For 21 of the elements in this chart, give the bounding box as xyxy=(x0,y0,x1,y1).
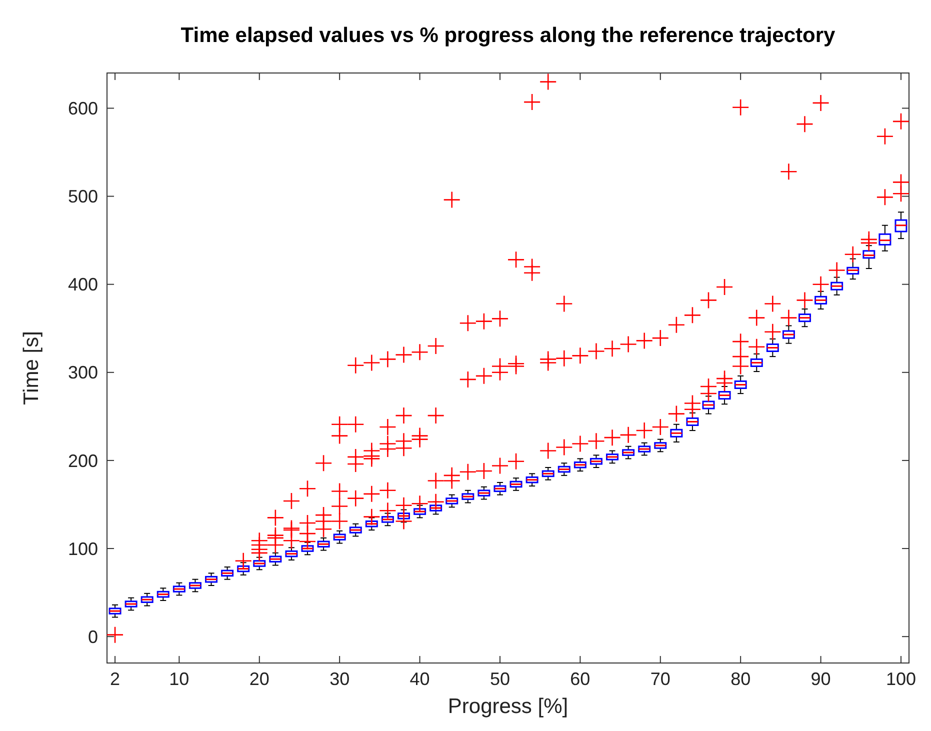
y-tick-label: 300 xyxy=(68,362,98,383)
x-axis-title: Progress [%] xyxy=(448,695,568,718)
x-tick-label: 20 xyxy=(249,669,270,689)
x-tick-label: 30 xyxy=(330,669,350,689)
x-tick-label: 60 xyxy=(570,669,590,689)
y-tick-label: 500 xyxy=(68,186,98,207)
x-tick-label: 10 xyxy=(169,669,190,689)
y-tick-label: 100 xyxy=(68,538,98,559)
x-tick-label: 100 xyxy=(886,669,916,689)
x-tick-label: 70 xyxy=(650,669,670,689)
y-tick-label: 0 xyxy=(88,626,98,647)
y-tick-label: 200 xyxy=(68,450,98,471)
x-tick-label: 50 xyxy=(490,669,510,689)
x-tick-label: 80 xyxy=(730,669,751,689)
x-tick-label: 2 xyxy=(110,669,120,689)
y-tick-label: 400 xyxy=(68,274,98,295)
x-tick-label: 90 xyxy=(810,669,831,689)
chart-title: Time elapsed values vs % progress along the reference trajectory xyxy=(180,24,836,47)
x-tick-label: 40 xyxy=(410,669,430,689)
y-tick-label: 600 xyxy=(68,98,98,119)
y-axis-title: Time [s] xyxy=(20,331,43,405)
